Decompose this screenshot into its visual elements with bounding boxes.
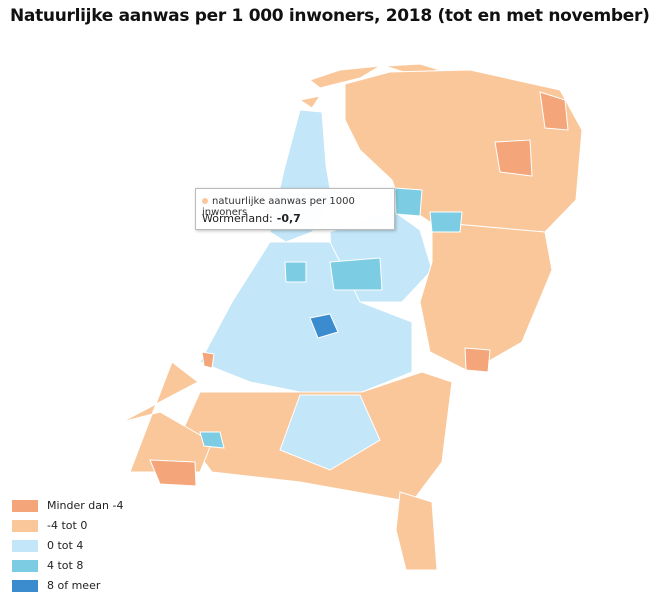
region[interactable] <box>309 313 339 339</box>
region[interactable] <box>329 257 383 291</box>
legend-swatch <box>12 500 38 512</box>
region[interactable] <box>494 139 533 177</box>
region[interactable] <box>539 91 569 131</box>
legend-swatch <box>12 520 38 532</box>
region[interactable] <box>149 459 197 487</box>
region[interactable] <box>308 65 381 89</box>
tooltip-region: Wormerland: <box>202 212 273 225</box>
legend: Minder dan -4 -4 tot 0 0 tot 4 4 tot 8 8 of … <box>12 499 123 592</box>
region[interactable] <box>284 261 307 283</box>
legend-label: -4 tot 0 <box>47 519 87 532</box>
tooltip-value: -0,7 <box>276 212 301 225</box>
region[interactable] <box>199 431 225 449</box>
region[interactable] <box>419 221 553 373</box>
legend-label: 0 tot 4 <box>47 539 83 552</box>
legend-label: Minder dan -4 <box>47 499 123 512</box>
legend-swatch <box>12 540 38 552</box>
region[interactable] <box>394 187 423 217</box>
region[interactable] <box>429 211 463 233</box>
region[interactable] <box>464 347 491 373</box>
tooltip-series: natuurlijke aanwas per 1000 inwoners <box>202 196 355 218</box>
legend-label: 4 tot 8 <box>47 559 83 572</box>
region[interactable] <box>121 361 213 473</box>
map <box>121 63 583 571</box>
map-title: Natuurlijke aanwas per 1 000 inwoners, 2… <box>10 6 650 26</box>
region[interactable] <box>395 491 438 571</box>
tooltip: natuurlijke aanwas per 1000 inwoners Wor… <box>195 188 395 230</box>
region[interactable] <box>279 394 381 471</box>
legend-swatch <box>12 580 38 592</box>
legend-label: 8 of meer <box>47 579 101 592</box>
region[interactable] <box>298 95 322 109</box>
region[interactable] <box>201 351 215 369</box>
legend-swatch <box>12 560 38 572</box>
